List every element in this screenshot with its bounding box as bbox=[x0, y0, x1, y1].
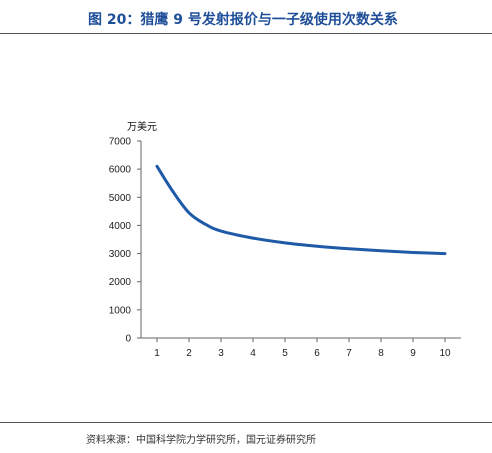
x-tick-label: 3 bbox=[218, 348, 224, 359]
x-tick-label: 9 bbox=[410, 348, 416, 359]
figure-title: 图 20：猎鹰 9 号发射报价与一子级使用次数关系 bbox=[88, 12, 398, 28]
y-tick-label: 2000 bbox=[109, 277, 132, 288]
x-tick-label: 4 bbox=[250, 348, 256, 359]
y-tick-label: 3000 bbox=[109, 249, 132, 260]
y-tick-label: 7000 bbox=[109, 137, 132, 148]
series-line bbox=[155, 164, 447, 256]
bottom-divider bbox=[0, 422, 492, 423]
x-tick-label: 7 bbox=[346, 348, 352, 359]
y-unit-label: 万美元 bbox=[127, 122, 157, 133]
y-tick-label: 1000 bbox=[109, 305, 132, 316]
y-tick-label: 0 bbox=[125, 334, 131, 345]
y-tick-label: 6000 bbox=[109, 165, 132, 176]
x-axis-ticks: 1 2 3 4 5 6 7 8 9 10 bbox=[154, 338, 451, 359]
x-tick-label: 1 bbox=[154, 348, 160, 359]
top-divider bbox=[0, 33, 492, 34]
source-note: 资料来源：中国科学院力学研究所，国元证券研究所 bbox=[86, 435, 316, 446]
x-tick-label: 5 bbox=[282, 348, 288, 359]
x-tick-label: 6 bbox=[314, 348, 320, 359]
x-tick-label: 10 bbox=[439, 348, 451, 359]
y-axis-ticks: 0 1000 2000 3000 4000 5000 6000 7000 bbox=[109, 137, 141, 345]
x-tick-label: 2 bbox=[186, 348, 192, 359]
y-tick-label: 5000 bbox=[109, 193, 132, 204]
x-tick-label: 8 bbox=[378, 348, 384, 359]
y-tick-label: 4000 bbox=[109, 221, 132, 232]
